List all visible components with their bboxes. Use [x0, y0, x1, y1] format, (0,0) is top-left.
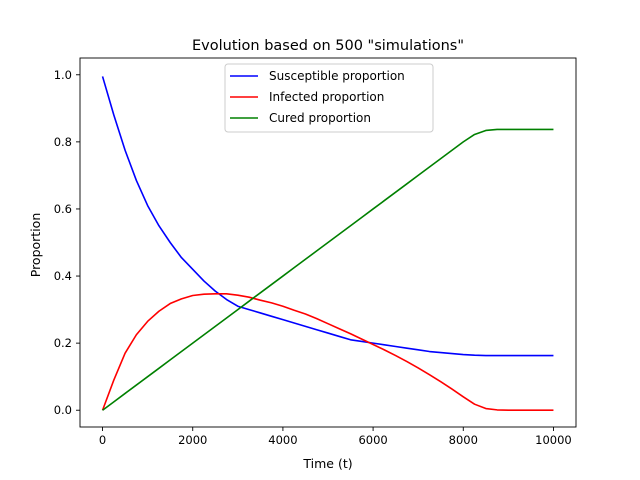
series-line-3	[102, 128, 554, 411]
legend-box	[224, 63, 434, 133]
x-tick-label: 4000	[268, 433, 297, 447]
x-axis-label: Time (t)	[302, 456, 352, 471]
legend-label-2: Infected proportion	[269, 90, 384, 104]
y-tick-label: 1.0	[54, 68, 72, 82]
x-tick-label: 0	[99, 433, 106, 447]
chart-title: Evolution based on 500 "simulations"	[192, 38, 464, 54]
plot-frame	[79, 57, 577, 428]
series-layer	[101, 76, 554, 412]
y-tick-label: 0.2	[54, 336, 72, 350]
legend: Susceptible proportion Infected proportio…	[224, 63, 434, 133]
y-tick-label: 0.8	[54, 135, 72, 149]
legend-label-1: Susceptible proportion	[269, 69, 405, 83]
x-tick-label: 10000	[535, 433, 572, 447]
y-tick-label: 0.6	[54, 202, 72, 216]
y-tick-label: 0.0	[54, 403, 72, 417]
x-tick-label: 6000	[358, 433, 387, 447]
x-tick-label: 8000	[449, 433, 478, 447]
legend-label-3: Cured proportion	[269, 111, 371, 125]
series-line-1	[101, 76, 554, 357]
axes-layer: 0 2000 4000 6000 8000 10000 0.0 0.2 0.4 0.6 0.8 1.0	[54, 57, 577, 447]
series-line-2	[101, 293, 554, 412]
y-tick-label: 0.4	[54, 269, 72, 283]
y-axis-label: Proportion	[28, 213, 43, 278]
x-tick-label: 2000	[178, 433, 207, 447]
